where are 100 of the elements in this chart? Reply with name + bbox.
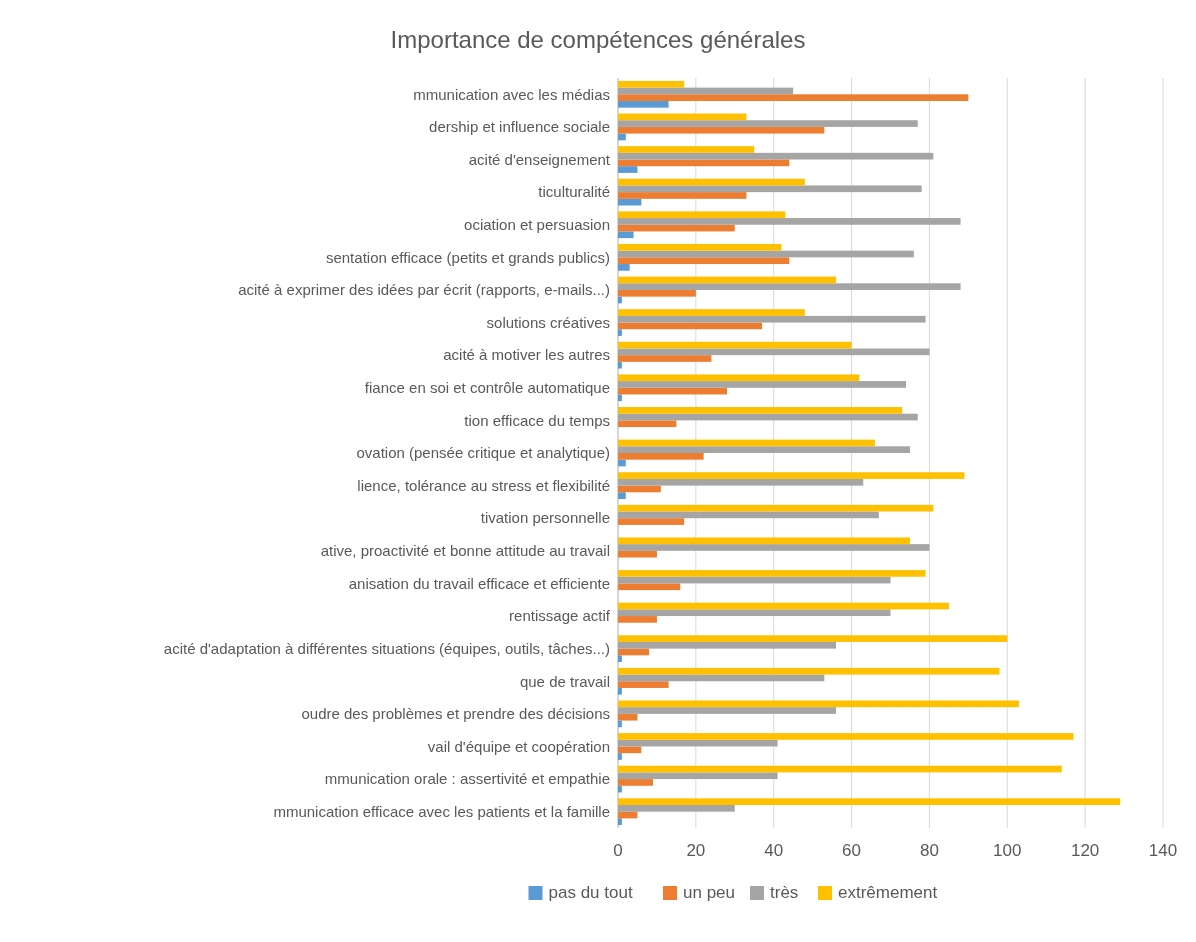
bar: [618, 381, 907, 388]
bar: [618, 609, 891, 617]
legend-label: extrêmement: [838, 883, 938, 902]
y-tick-label: ovation (pensée critique et analytique): [356, 444, 610, 462]
bar: [618, 243, 782, 251]
bar: [618, 779, 654, 786]
bar: [618, 707, 836, 714]
bar: [618, 550, 657, 558]
bar: [618, 681, 669, 688]
y-tick-label: ociation et persuasion: [464, 215, 610, 233]
y-tick-label: fiance en soi et contrôle automatique: [364, 379, 610, 397]
bar: [618, 133, 626, 141]
bar: [618, 798, 1121, 806]
bar: [618, 413, 918, 421]
bar: [618, 537, 910, 545]
bar: [618, 459, 626, 467]
bar: [618, 576, 891, 584]
y-tick-label: acité d'adaptation à différentes situations (équipes, outils, tâches...): [163, 639, 610, 657]
legend-label: un peu: [683, 883, 735, 902]
y-tick-label: mmunication orale : assertivité et empathie: [324, 770, 610, 788]
bar: [618, 407, 903, 414]
bar: [618, 602, 949, 610]
bar: [618, 250, 914, 258]
bar: [618, 504, 934, 512]
bar: [618, 420, 677, 428]
y-tick-label: vail d'équipe et coopération: [427, 737, 610, 755]
bar: [618, 772, 778, 780]
y-tick-label: solutions créatives: [486, 313, 610, 331]
bar: [618, 472, 965, 479]
bar: [618, 746, 642, 754]
bar: [618, 355, 712, 362]
bar: [618, 309, 805, 316]
bar: [618, 374, 860, 382]
bar: [618, 80, 685, 88]
legend-label: très: [770, 883, 799, 902]
bar: [618, 224, 735, 232]
bar: [618, 492, 626, 499]
bar: [618, 94, 969, 101]
x-tick-label: 60: [842, 841, 862, 860]
y-tick-label: ticulturalité: [538, 183, 610, 201]
x-tick-label: 80: [919, 841, 939, 860]
bar: [618, 713, 638, 721]
bar: [618, 700, 1019, 708]
bar: [618, 341, 852, 349]
bar: [618, 348, 930, 356]
bar: [618, 264, 630, 271]
y-tick-label: acité d'enseignement: [468, 150, 611, 168]
bar: [618, 818, 622, 826]
bar: [618, 674, 825, 682]
bar: [618, 805, 735, 812]
bar: [618, 257, 790, 265]
bar: [618, 211, 786, 219]
y-tick-label: rentissage actif: [509, 607, 611, 625]
bar: [618, 152, 934, 160]
y-tick-label: acité à motiver les autres: [443, 346, 610, 364]
bar: [618, 315, 926, 323]
x-tick-label: 120: [1070, 841, 1100, 860]
bar: [618, 394, 622, 402]
x-tick-label: 140: [1148, 841, 1178, 860]
x-tick-label: 100: [993, 841, 1022, 860]
bar: [618, 511, 879, 519]
bar: [618, 765, 1062, 773]
bar: [618, 478, 864, 486]
bar: [618, 570, 926, 577]
bar: [618, 544, 930, 551]
y-tick-label: mmunication efficace avec les patients et la famille: [273, 802, 610, 820]
x-tick-label: 0: [613, 841, 623, 860]
bar: [618, 120, 918, 127]
bar: [618, 322, 763, 330]
bar: [618, 583, 681, 591]
bar: [618, 446, 910, 453]
y-tick-label: tion efficace du temps: [464, 411, 610, 429]
bar: [618, 87, 794, 95]
bar: [618, 453, 704, 460]
bar: [618, 733, 1074, 740]
bar: [618, 198, 642, 206]
y-tick-label: dership et influence sociale: [429, 118, 610, 136]
y-tick-label: sentation efficace (petits et grands publics): [325, 248, 610, 266]
bar: [618, 178, 805, 186]
bar: [618, 785, 622, 793]
bar: [618, 720, 622, 728]
bar: [618, 146, 755, 153]
bar: [618, 100, 669, 108]
bar: [618, 616, 657, 623]
y-tick-label: oudre des problèmes et prendre des décisions: [301, 705, 610, 723]
bar: [618, 387, 727, 395]
bar: [618, 485, 661, 493]
bar: [618, 687, 622, 695]
y-tick-label: ative, proactivité et bonne attitude au travail: [320, 542, 610, 560]
y-tick-label: anisation du travail efficace et efficiente: [348, 574, 610, 592]
bar: [618, 218, 961, 225]
y-tick-label: mmunication avec les médias: [413, 85, 610, 103]
bar: [618, 283, 961, 290]
y-tick-label: acité à exprimer des idées par écrit (rapports, e-mails...): [238, 281, 610, 299]
bar: [618, 296, 622, 304]
x-tick-label: 20: [686, 841, 706, 860]
y-tick-label: lience, tolérance au stress et flexibilité: [357, 476, 610, 494]
x-tick-label: 40: [764, 841, 784, 860]
bar: [618, 655, 622, 663]
bar: [618, 329, 622, 336]
